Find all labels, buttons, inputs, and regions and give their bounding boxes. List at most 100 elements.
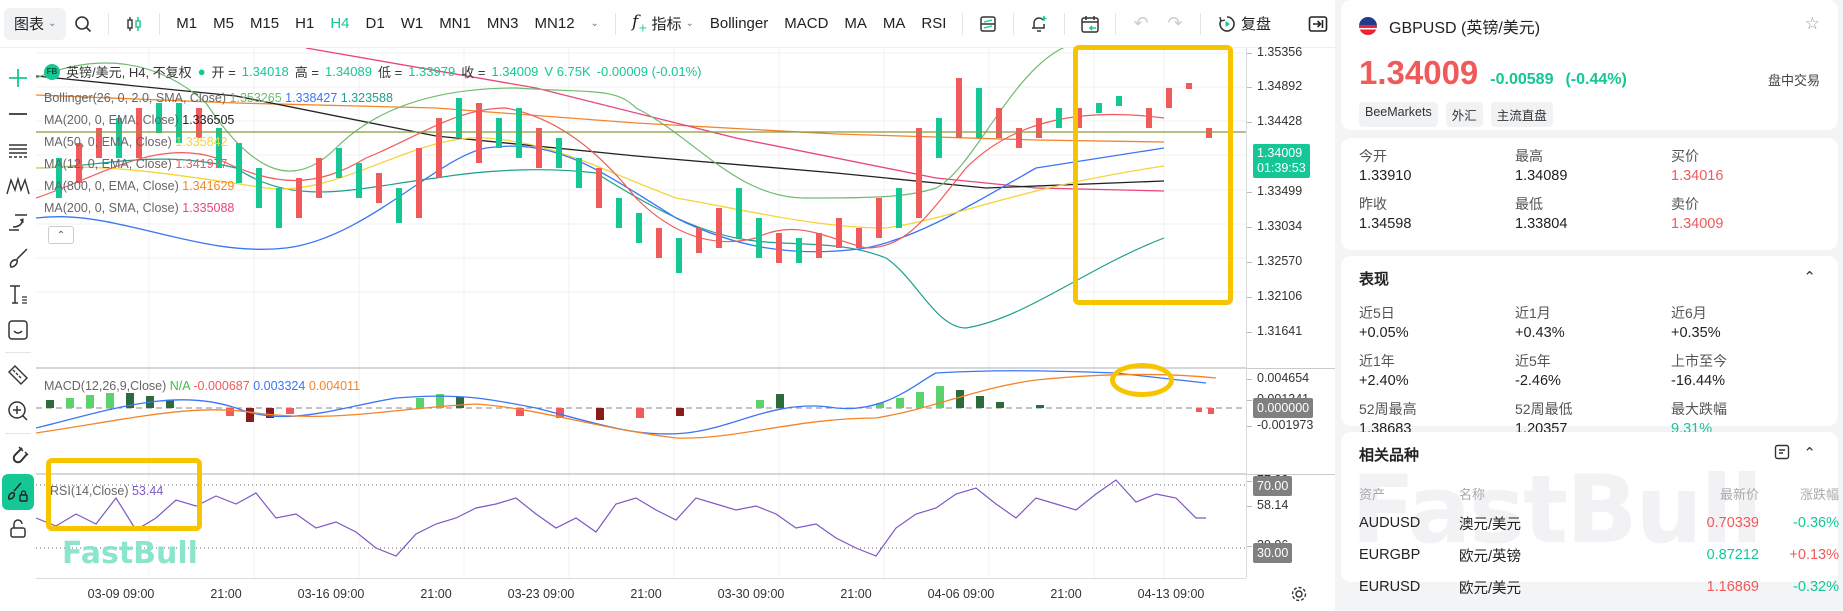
- collapse-performance-button[interactable]: ⌃: [1803, 268, 1816, 286]
- text-tool[interactable]: [2, 276, 34, 312]
- tag-forex[interactable]: 外汇: [1445, 102, 1483, 127]
- brush-lock-icon: [8, 482, 28, 502]
- undo-button[interactable]: ↶: [1124, 8, 1158, 40]
- collapse-legend-button[interactable]: ⌃: [48, 226, 74, 244]
- indicator-value: 1.335842: [175, 135, 228, 149]
- current-price: 1.34009: [1257, 146, 1303, 160]
- stat-label: 今开: [1359, 148, 1387, 164]
- indicator-label: MACD: [784, 15, 829, 32]
- time-axis[interactable]: 03-09 09:00 21:00 03-16 09:00 21:00 03-2…: [36, 578, 1246, 611]
- emoji-tool[interactable]: [2, 312, 34, 348]
- grid: [36, 48, 1246, 578]
- indicator-rsi[interactable]: RSI: [913, 8, 954, 40]
- horizontal-line-tool[interactable]: [2, 96, 34, 132]
- brush-tool[interactable]: [2, 240, 34, 276]
- price-axis[interactable]: 1.35356 1.34892 1.34428 1.34009 01:39:53…: [1246, 45, 1336, 578]
- timeframe-h1[interactable]: H1: [287, 8, 322, 40]
- tag-major-pairs[interactable]: 主流直盘: [1490, 102, 1553, 127]
- ma200-sma-legend[interactable]: MA(200, 0, SMA, Close) 1.335088: [44, 201, 234, 215]
- layout-button[interactable]: [971, 8, 1005, 40]
- indicators-button[interactable]: f+ 指标 ⌄: [624, 8, 702, 40]
- fastbull-watermark: FastBull: [62, 536, 198, 571]
- list-view-button[interactable]: [1774, 444, 1790, 464]
- timeframe-m15[interactable]: M15: [242, 8, 287, 40]
- bollinger-legend[interactable]: Bollinger(26, 0, 2.0, SMA, Close) 1.3532…: [44, 91, 393, 105]
- time-tick: 03-16 09:00: [297, 587, 365, 601]
- replay-button[interactable]: 复盘: [1209, 8, 1279, 40]
- related-title: 相关品种: [1359, 447, 1420, 464]
- projection-tool[interactable]: [2, 204, 34, 240]
- price-chart-canvas[interactable]: [36, 48, 1246, 578]
- indicator-label: MA: [844, 15, 867, 32]
- related-row-eurgbp[interactable]: EURGBP 欧元/英镑 0.87212 +0.13%: [1341, 539, 1839, 571]
- ma200-ema-legend[interactable]: MA(200, 0, EMA, Close) 1.336505: [44, 113, 234, 127]
- related-row-eurusd[interactable]: EURUSD 欧元/美元 1.16869 -0.32%: [1341, 571, 1839, 603]
- channel-tool[interactable]: [2, 132, 34, 168]
- performance-card: 表现 ⌃ 近5日 +0.05% 近1月 +0.43% 近6月 +0.35% 近1年 +2…: [1341, 256, 1838, 437]
- timeframe-mn3[interactable]: MN3: [479, 8, 527, 40]
- stat-value: -16.44%: [1671, 373, 1726, 389]
- annotation-ellipse[interactable]: [1110, 363, 1174, 397]
- stat-value: +0.35%: [1671, 325, 1721, 341]
- divider: [1247, 368, 1336, 369]
- macd-legend[interactable]: MACD(12,26,9,Close) N/A -0.000687 0.0033…: [44, 379, 360, 393]
- lock-drawings-tool[interactable]: [2, 474, 34, 510]
- candlestick-type-button[interactable]: [117, 8, 151, 40]
- indicator-ma-2[interactable]: MA: [875, 8, 914, 40]
- divider: [1115, 12, 1117, 35]
- timeframe-m5[interactable]: M5: [205, 8, 242, 40]
- timeframe-m1[interactable]: M1: [168, 8, 205, 40]
- timeframe-label: H1: [295, 15, 315, 32]
- candles: [56, 78, 1212, 273]
- magnet-tool[interactable]: [2, 438, 34, 474]
- add-alert-button[interactable]: [1022, 8, 1056, 40]
- col-last-price[interactable]: 最新价: [1719, 486, 1759, 502]
- rsi-legend[interactable]: RSI(14,Close) 53.44: [50, 484, 163, 498]
- bar-countdown: 01:39:53: [1257, 161, 1306, 175]
- indicator-bollinger[interactable]: Bollinger: [702, 8, 776, 40]
- redo-button[interactable]: ↷: [1158, 8, 1192, 40]
- tag-broker[interactable]: BeeMarkets: [1359, 102, 1438, 127]
- zoom-in-tool[interactable]: [2, 393, 34, 429]
- timeframe-w1[interactable]: W1: [393, 8, 432, 40]
- crosshair-tool[interactable]: [2, 60, 34, 96]
- ruler-icon: [8, 365, 28, 385]
- gb-us-flag-icon: [1359, 17, 1377, 35]
- col-change-pct[interactable]: 涨跌幅: [1799, 486, 1839, 502]
- time-tick: 21:00: [1050, 587, 1082, 601]
- collapse-related-button[interactable]: ⌃: [1803, 444, 1816, 462]
- timeframe-d1[interactable]: D1: [358, 8, 393, 40]
- more-timeframes-button[interactable]: ⌄: [583, 8, 607, 40]
- indicator-label: MA(800, 0, EMA, Close): [44, 179, 179, 193]
- indicator-macd[interactable]: MACD: [776, 8, 836, 40]
- annotation-rectangle-rsi[interactable]: [46, 458, 202, 531]
- stat-value: 1.34598: [1359, 216, 1412, 232]
- timeframe-label: H4: [330, 15, 350, 32]
- favorite-star-icon[interactable]: ☆: [1804, 14, 1820, 33]
- related-row-audusd[interactable]: AUDUSD 澳元/美元 0.70339 -0.36%: [1341, 507, 1839, 539]
- unlock-tool[interactable]: [2, 510, 34, 546]
- replay-icon: [1219, 15, 1235, 32]
- perf-1y: 近1年 +2.40%: [1359, 351, 1515, 389]
- stat-label: 近1月: [1515, 305, 1551, 321]
- collapse-panel-button[interactable]: [1301, 8, 1335, 40]
- timeframe-mn12[interactable]: MN12: [527, 8, 583, 40]
- measure-tool[interactable]: [2, 357, 34, 393]
- chart-settings-button[interactable]: [1290, 585, 1308, 608]
- search-icon: [75, 15, 92, 32]
- bollinger-upper-value: 1.353265: [229, 91, 282, 105]
- chart-type-dropdown[interactable]: 图表 ⌄: [4, 7, 67, 40]
- price-change: -0.00589: [1490, 71, 1554, 88]
- timeframe-h4[interactable]: H4: [322, 8, 357, 40]
- ma50-ema-legend[interactable]: MA(50, 0, EMA, Close) 1.335842: [44, 135, 227, 149]
- timeframe-mn1[interactable]: MN1: [431, 8, 479, 40]
- ma12-ema-legend[interactable]: MA(12, 0, EMA, Close) 1.341977: [44, 157, 227, 171]
- indicator-value: 1.341629: [182, 179, 235, 193]
- search-button[interactable]: [66, 8, 100, 40]
- calendar-button[interactable]: [1073, 8, 1107, 40]
- indicator-ma[interactable]: MA: [836, 8, 875, 40]
- annotation-rectangle[interactable]: [1073, 45, 1233, 305]
- pattern-tool[interactable]: [2, 168, 34, 204]
- ma800-ema-legend[interactable]: MA(800, 0, EMA, Close) 1.341629: [44, 179, 234, 193]
- macd-hist-value: N/A: [169, 379, 190, 393]
